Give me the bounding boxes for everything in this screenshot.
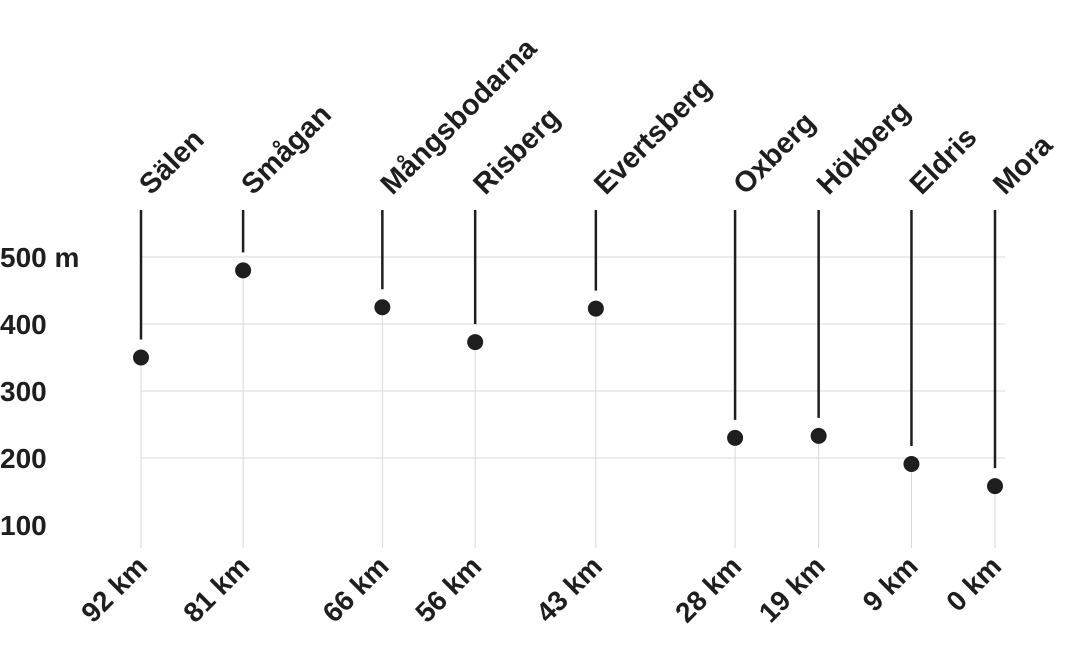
y-tick-label: 500 m xyxy=(0,242,79,273)
y-tick-label: 300 xyxy=(0,376,47,407)
x-tick-label: 43 km xyxy=(530,550,608,628)
station-label: Evertsberg xyxy=(588,71,718,201)
data-point xyxy=(374,299,391,316)
y-tick-label: 100 xyxy=(0,510,47,541)
station-label: Risberg xyxy=(467,102,566,201)
station-label: Smågan xyxy=(235,99,337,201)
x-tick-label: 0 km xyxy=(940,550,1007,617)
station-label: Oxberg xyxy=(727,107,821,201)
data-point xyxy=(133,349,149,366)
station-label: Mångsbodarna xyxy=(375,32,544,201)
data-point xyxy=(727,429,744,446)
data-point xyxy=(987,478,1003,495)
y-tick-label: 200 xyxy=(0,443,47,474)
station-label: Sälen xyxy=(133,124,210,201)
x-tick-label: 92 km xyxy=(75,550,153,628)
data-point xyxy=(235,262,252,279)
data-point xyxy=(810,427,827,444)
x-tick-label: 28 km xyxy=(669,550,747,628)
x-tick-label: 66 km xyxy=(317,550,395,628)
station-label: Hökberg xyxy=(811,95,917,201)
x-tick-label: 9 km xyxy=(857,550,924,617)
data-point xyxy=(587,300,604,317)
x-tick-label: 56 km xyxy=(409,550,487,628)
x-tick-label: 19 km xyxy=(753,550,831,628)
data-point xyxy=(903,456,920,473)
station-label: Mora xyxy=(987,129,1059,201)
y-tick-label: 400 xyxy=(0,309,47,340)
station-label: Eldris xyxy=(904,121,984,201)
data-point xyxy=(467,334,484,351)
x-tick-label: 81 km xyxy=(177,550,255,628)
